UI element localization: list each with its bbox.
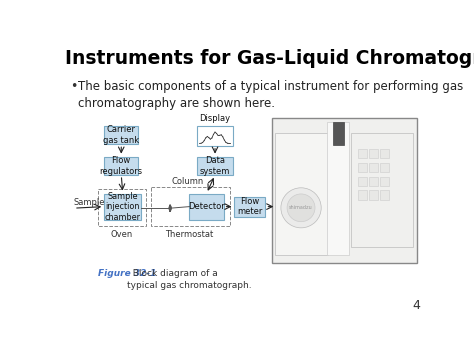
Text: Flow
regulators: Flow regulators	[100, 156, 143, 175]
Bar	[358, 149, 367, 158]
Bar	[104, 193, 141, 220]
Bar	[104, 126, 138, 144]
Text: Instruments for Gas-Liquid Chromatography: Instruments for Gas-Liquid Chromatograph…	[65, 49, 474, 68]
Circle shape	[287, 194, 315, 222]
Bar	[104, 157, 138, 175]
Circle shape	[281, 188, 321, 228]
Bar	[369, 163, 378, 172]
Bar	[380, 190, 389, 200]
Bar	[369, 149, 378, 158]
Bar	[197, 157, 233, 175]
Bar	[358, 176, 367, 186]
Bar	[380, 149, 389, 158]
Text: The basic components of a typical instrument for performing gas
chromatography a: The basic components of a typical instru…	[78, 80, 463, 110]
Bar	[275, 133, 328, 255]
Bar	[197, 126, 233, 146]
Bar	[190, 193, 224, 220]
Bar	[380, 163, 389, 172]
Text: 4: 4	[412, 299, 420, 312]
Text: Figure 32-1: Figure 32-1	[98, 269, 156, 278]
Bar	[333, 122, 344, 145]
Bar	[235, 197, 265, 217]
Text: Block diagram of a
typical gas chromatograph.: Block diagram of a typical gas chromatog…	[128, 269, 252, 290]
Text: •: •	[70, 80, 77, 93]
Text: Flow
meter: Flow meter	[237, 197, 263, 216]
Text: Sample
injection
chamber: Sample injection chamber	[105, 192, 141, 222]
Text: Data
system: Data system	[200, 156, 230, 175]
Text: Sample: Sample	[73, 198, 105, 207]
Bar	[351, 133, 413, 247]
Text: Oven: Oven	[110, 230, 132, 239]
Text: Detector: Detector	[188, 202, 225, 211]
Bar	[358, 190, 367, 200]
Bar	[369, 190, 378, 200]
Text: shimadzu: shimadzu	[289, 205, 313, 210]
Text: Display: Display	[200, 114, 230, 124]
Bar	[369, 176, 378, 186]
Bar	[380, 176, 389, 186]
Text: Column: Column	[171, 177, 203, 186]
Bar	[272, 118, 417, 263]
Bar	[151, 187, 230, 226]
Bar	[328, 122, 349, 255]
Bar	[358, 163, 367, 172]
Text: Thermostat: Thermostat	[165, 230, 214, 239]
Text: Carrier
gas tank: Carrier gas tank	[103, 125, 139, 145]
Bar	[98, 189, 146, 226]
